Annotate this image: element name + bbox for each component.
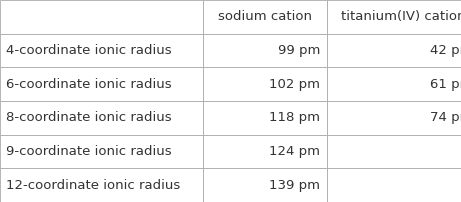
Bar <box>0 34 203 67</box>
Bar <box>327 0 461 34</box>
Text: 74 pm: 74 pm <box>430 111 461 124</box>
Bar <box>327 135 461 168</box>
Text: titanium(IV) cation: titanium(IV) cation <box>341 10 461 23</box>
Bar <box>0 101 203 135</box>
Text: 8-coordinate ionic radius: 8-coordinate ionic radius <box>6 111 171 124</box>
Bar <box>203 135 327 168</box>
Text: 42 pm: 42 pm <box>430 44 461 57</box>
Text: 9-coordinate ionic radius: 9-coordinate ionic radius <box>6 145 171 158</box>
Bar <box>0 0 203 34</box>
Text: 118 pm: 118 pm <box>269 111 320 124</box>
Bar <box>327 34 461 67</box>
Bar <box>203 168 327 202</box>
Text: 4-coordinate ionic radius: 4-coordinate ionic radius <box>6 44 171 57</box>
Bar <box>0 168 203 202</box>
Text: 139 pm: 139 pm <box>269 179 320 192</box>
Bar <box>203 101 327 135</box>
Bar <box>203 0 327 34</box>
Bar <box>327 101 461 135</box>
Bar <box>327 168 461 202</box>
Text: 6-coordinate ionic radius: 6-coordinate ionic radius <box>6 78 171 91</box>
Text: 102 pm: 102 pm <box>269 78 320 91</box>
Bar <box>327 67 461 101</box>
Text: 99 pm: 99 pm <box>278 44 320 57</box>
Bar <box>203 34 327 67</box>
Text: 61 pm: 61 pm <box>430 78 461 91</box>
Bar <box>203 67 327 101</box>
Text: sodium cation: sodium cation <box>218 10 312 23</box>
Text: 12-coordinate ionic radius: 12-coordinate ionic radius <box>6 179 180 192</box>
Bar <box>0 135 203 168</box>
Text: 124 pm: 124 pm <box>269 145 320 158</box>
Bar <box>0 67 203 101</box>
